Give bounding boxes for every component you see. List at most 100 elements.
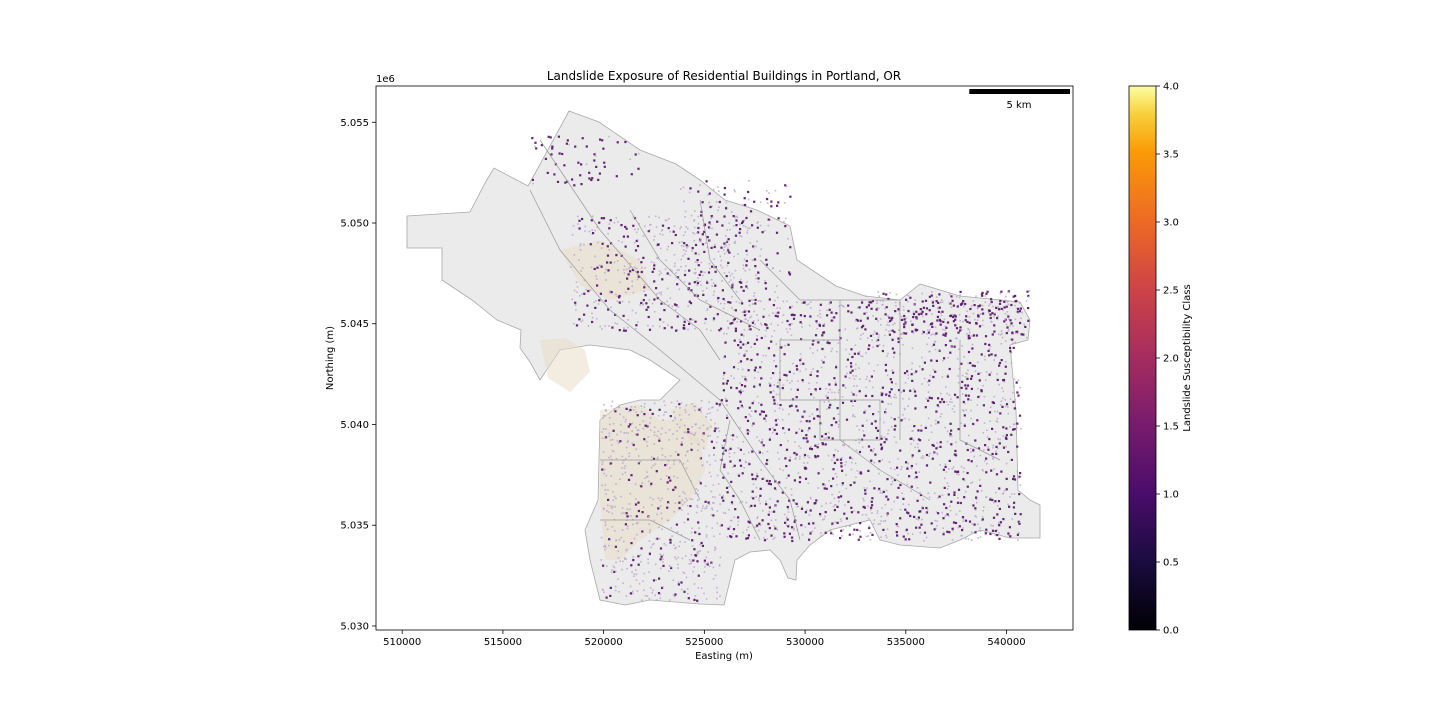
building-mark <box>870 449 873 452</box>
building-mark <box>697 264 700 267</box>
building-mark <box>908 503 910 506</box>
building-mark <box>921 315 924 318</box>
building-mark <box>893 418 896 421</box>
building-mark <box>634 433 637 436</box>
building-mark <box>676 315 679 318</box>
building-mark <box>719 503 721 505</box>
building-mark <box>593 267 596 271</box>
building-mark <box>804 511 807 514</box>
building-mark <box>832 533 834 536</box>
building-mark <box>696 280 699 282</box>
building-mark <box>1009 350 1012 353</box>
building-mark <box>637 228 639 230</box>
building-mark <box>773 487 777 490</box>
building-mark <box>756 472 758 475</box>
building-mark <box>700 261 703 264</box>
building-mark <box>737 344 740 347</box>
building-mark <box>675 558 677 560</box>
building-mark <box>725 486 729 489</box>
building-mark <box>844 328 847 330</box>
building-mark <box>995 452 998 455</box>
building-mark <box>622 512 625 514</box>
building-mark <box>964 319 967 322</box>
building-mark <box>787 237 789 240</box>
building-mark <box>675 276 677 279</box>
building-mark <box>981 324 984 327</box>
building-mark <box>611 512 614 515</box>
building-mark <box>723 371 726 374</box>
building-mark <box>928 379 931 382</box>
building-mark <box>940 312 942 314</box>
building-mark <box>997 306 1000 308</box>
building-mark <box>829 301 832 304</box>
building-mark <box>650 429 652 431</box>
building-mark <box>748 461 750 464</box>
building-mark <box>877 338 880 342</box>
building-mark <box>702 293 705 296</box>
building-mark <box>675 406 677 408</box>
building-mark <box>750 299 752 301</box>
building-mark <box>608 511 610 513</box>
building-mark <box>939 445 942 448</box>
building-mark <box>824 511 827 514</box>
building-mark <box>964 490 967 493</box>
building-mark <box>990 371 993 374</box>
building-mark <box>783 373 786 376</box>
building-mark <box>580 270 582 272</box>
building-mark <box>751 402 754 405</box>
building-mark <box>707 226 711 229</box>
building-mark <box>974 515 976 517</box>
building-mark <box>1014 332 1017 334</box>
building-mark <box>950 306 953 308</box>
building-mark <box>753 292 756 294</box>
building-mark <box>723 299 726 302</box>
building-mark <box>992 401 995 405</box>
building-mark <box>858 450 862 454</box>
building-mark <box>695 488 698 490</box>
building-mark <box>748 506 751 508</box>
building-mark <box>953 453 956 456</box>
building-mark <box>648 523 650 525</box>
building-mark <box>923 539 925 542</box>
building-mark <box>909 296 912 299</box>
building-mark <box>1000 343 1003 345</box>
building-mark <box>637 321 639 323</box>
building-mark <box>653 431 656 433</box>
building-mark <box>765 420 767 422</box>
building-mark <box>591 215 594 218</box>
building-mark <box>875 308 878 311</box>
building-mark <box>596 278 598 280</box>
building-mark <box>616 260 619 262</box>
building-mark <box>551 147 554 150</box>
building-mark <box>618 301 621 304</box>
building-mark <box>972 422 975 426</box>
building-mark <box>683 521 686 524</box>
building-mark <box>714 270 717 273</box>
building-mark <box>763 539 767 542</box>
building-mark <box>689 290 692 293</box>
building-mark <box>838 500 840 503</box>
building-mark <box>1009 496 1011 498</box>
building-mark <box>1006 314 1009 316</box>
building-mark <box>633 573 636 575</box>
colorbar-ticks: 0.00.51.01.52.02.53.03.54.0 <box>1156 82 1179 637</box>
building-mark <box>813 502 816 505</box>
building-mark <box>997 438 999 440</box>
building-mark <box>739 389 742 391</box>
building-mark <box>1012 342 1014 344</box>
building-mark <box>696 504 698 507</box>
building-mark <box>953 314 956 317</box>
building-mark <box>925 397 928 400</box>
building-mark <box>640 301 643 305</box>
building-mark <box>723 374 725 376</box>
building-mark <box>613 566 616 569</box>
building-mark <box>696 259 699 262</box>
building-mark <box>831 522 834 525</box>
building-mark <box>785 217 787 220</box>
building-mark <box>624 465 627 467</box>
building-mark <box>747 319 749 322</box>
building-mark <box>820 366 823 369</box>
building-mark <box>894 322 896 325</box>
building-mark <box>607 232 609 235</box>
building-mark <box>851 369 854 372</box>
